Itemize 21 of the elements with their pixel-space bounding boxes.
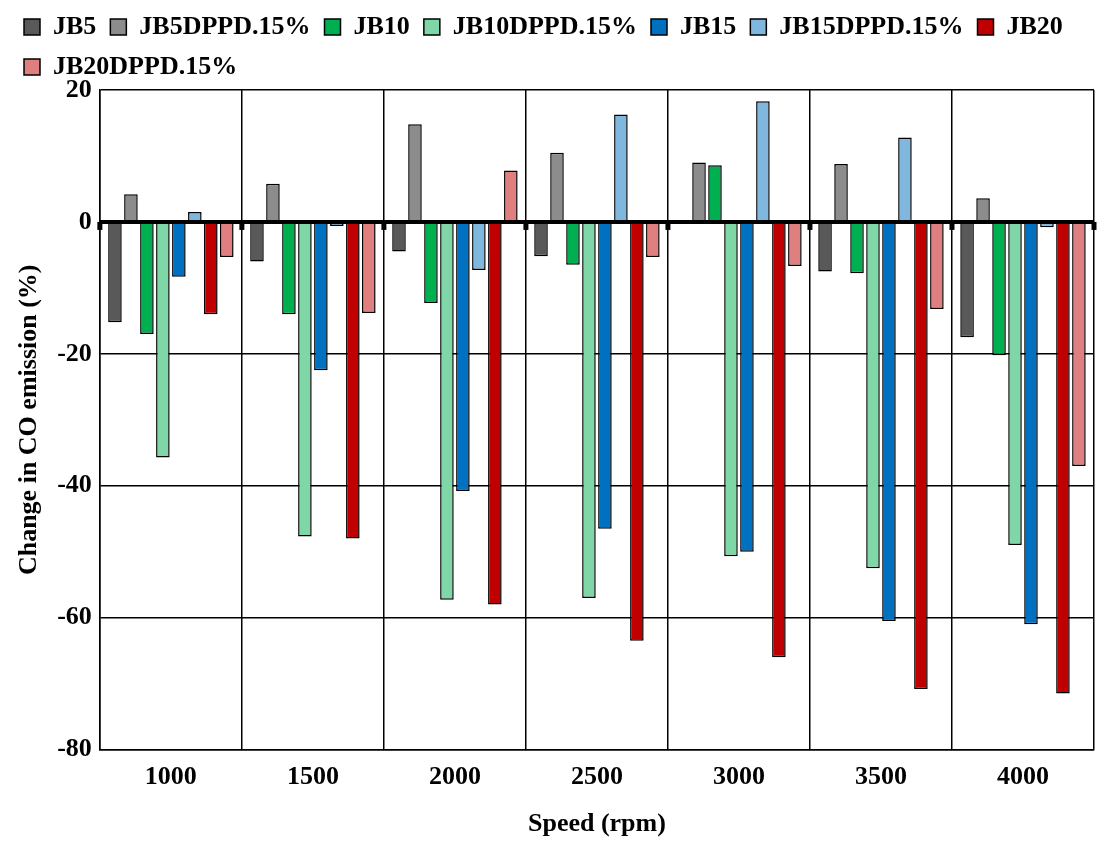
legend-label: JB5DPPD.15% — [139, 10, 311, 40]
legend-label: JB20 — [1006, 10, 1063, 40]
x-tick-label: 4000 — [996, 760, 1049, 790]
x-tick-label: 1000 — [144, 760, 197, 790]
y-tick-label: -80 — [57, 733, 92, 763]
y-axis-title: Change in CO emission (%) — [13, 264, 43, 576]
x-tick-label: 3000 — [712, 760, 765, 790]
legend-label: JB10DPPD.15% — [452, 10, 638, 40]
x-tick-label: 2500 — [570, 760, 623, 790]
legend-label: JB10 — [353, 10, 410, 40]
y-tick-label: -60 — [57, 601, 92, 631]
y-tick-label: -40 — [57, 469, 92, 499]
legend-label: JB5 — [53, 10, 97, 40]
legend-label: JB15 — [680, 10, 737, 40]
x-tick-label: 1500 — [286, 760, 339, 790]
x-axis-title: Speed (rpm) — [527, 808, 666, 838]
x-tick-label: 2000 — [428, 760, 481, 790]
legend-label: JB15DPPD.15% — [779, 10, 964, 40]
y-tick-label: 0 — [78, 205, 92, 235]
x-tick-label: 3500 — [854, 760, 907, 790]
y-tick-label: -20 — [57, 337, 92, 367]
